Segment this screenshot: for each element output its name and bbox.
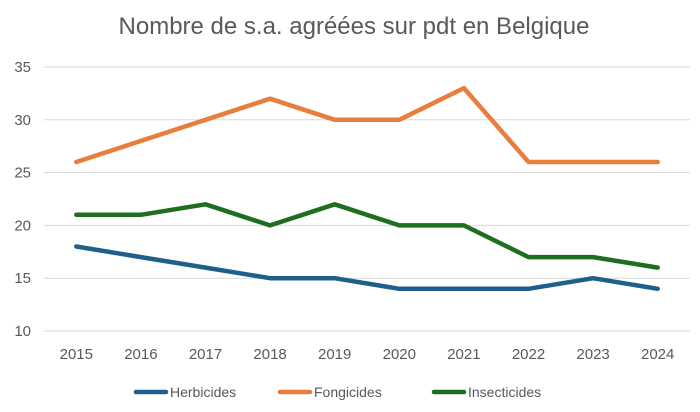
x-tick-label: 2016 xyxy=(124,346,157,363)
y-tick-label: 30 xyxy=(14,112,31,129)
y-tick-label: 15 xyxy=(14,270,31,287)
x-tick-label: 2018 xyxy=(253,346,286,363)
x-tick-label: 2017 xyxy=(189,346,222,363)
x-tick-label: 2023 xyxy=(576,346,609,363)
x-tick-label: 2015 xyxy=(60,346,93,363)
legend-item-fongicides: Fongicides xyxy=(277,384,382,400)
y-tick-label: 10 xyxy=(14,323,31,340)
x-tick-label: 2021 xyxy=(447,346,480,363)
legend-label: Herbicides xyxy=(170,384,236,400)
legend-item-herbicides: Herbicides xyxy=(133,384,236,400)
series-line-fongicides xyxy=(74,85,660,165)
y-tick-label: 25 xyxy=(14,165,31,182)
legend-label: Insecticides xyxy=(468,384,541,400)
x-tick-label: 2022 xyxy=(512,346,545,363)
x-axis-ticks: 2015 2016 2017 2018 2019 2020 2021 2022 2023 2024 xyxy=(60,346,675,363)
x-tick-label: 2019 xyxy=(318,346,351,363)
chart-title: Nombre de s.a. agréées sur pdt en Belgiq… xyxy=(119,13,590,40)
x-tick-label: 2024 xyxy=(641,346,674,363)
y-axis-ticks: 10 15 20 25 30 35 xyxy=(14,59,31,340)
y-tick-label: 20 xyxy=(14,217,31,234)
gridlines xyxy=(44,66,690,332)
y-tick-label: 35 xyxy=(14,59,31,76)
legend-label: Fongicides xyxy=(314,384,382,400)
legend: Herbicides Fongicides Insecticides xyxy=(133,384,541,400)
series-line-herbicides xyxy=(74,244,660,292)
series-line-insecticides xyxy=(74,202,660,270)
series-lines xyxy=(74,85,660,292)
legend-item-insecticides: Insecticides xyxy=(431,384,541,400)
x-tick-label: 2020 xyxy=(383,346,416,363)
